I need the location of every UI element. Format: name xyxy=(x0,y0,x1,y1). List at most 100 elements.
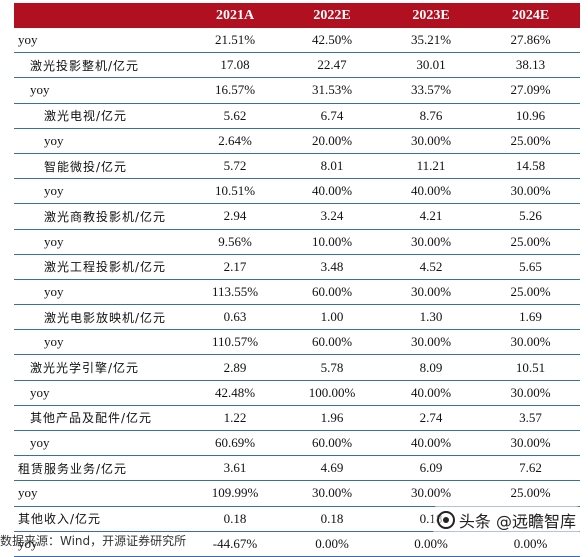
value-cell: 10.51 xyxy=(515,359,546,375)
value-cell: 42.48% xyxy=(214,384,256,400)
table-row: 激光光学引擎/亿元 2.89 5.78 8.09 10.51 xyxy=(14,355,580,381)
value-cell: 30.01 xyxy=(416,57,446,73)
value-cell: 1.22 xyxy=(223,409,247,425)
value-cell: 110.57% xyxy=(211,334,259,350)
table-header: 2021A 2022E 2023E 2024E xyxy=(14,3,580,28)
header-cell-2024e: 2024E xyxy=(511,7,550,23)
value-cell: 40.00% xyxy=(410,384,452,400)
value-cell: 109.99% xyxy=(211,485,259,501)
row-label: yoy xyxy=(30,384,50,400)
value-cell: 3.48 xyxy=(320,258,344,274)
value-cell: 30.00% xyxy=(311,485,353,501)
row-label: 激光投影整机/亿元 xyxy=(30,58,140,73)
value-cell: 0.18 xyxy=(320,510,344,526)
value-cell: 27.86% xyxy=(510,32,551,48)
value-cell: 22.47 xyxy=(317,57,347,73)
value-cell: 100.00% xyxy=(308,384,356,400)
value-cell: 60.00% xyxy=(311,435,353,451)
value-cell: 8.09 xyxy=(419,359,443,375)
value-cell: 31.53% xyxy=(311,82,353,98)
row-label: yoy xyxy=(44,334,64,350)
value-cell: 113.55% xyxy=(211,283,259,299)
value-cell: 4.69 xyxy=(320,460,344,476)
value-cell: 1.00 xyxy=(320,309,344,325)
row-label: yoy xyxy=(30,82,50,98)
row-label: 其他产品及配件/亿元 xyxy=(30,411,153,426)
table-body: yoy 21.51% 42.50% 35.21% 27.86% 激光投影整机/亿元 17.0… xyxy=(14,28,580,557)
value-cell: 40.00% xyxy=(410,183,452,199)
value-cell: 30.00% xyxy=(510,334,551,350)
row-label: 智能微投/亿元 xyxy=(44,159,128,174)
value-cell: 2.94 xyxy=(223,208,247,224)
value-cell: 25.00% xyxy=(510,233,551,249)
value-cell: 9.56% xyxy=(218,233,252,249)
value-cell: 30.00% xyxy=(510,183,551,199)
value-cell: 4.21 xyxy=(419,208,443,224)
value-cell: 30.00% xyxy=(410,283,452,299)
value-cell: 60.00% xyxy=(311,334,353,350)
table-row: yoy 113.55% 60.00% 30.00% 25.00% xyxy=(14,280,580,306)
value-cell: 40.00% xyxy=(311,183,353,199)
value-cell: 14.58 xyxy=(515,158,546,174)
value-cell: 33.57% xyxy=(410,82,452,98)
value-cell: 4.52 xyxy=(419,258,443,274)
value-cell: 30.00% xyxy=(410,334,452,350)
source-note: 数据来源：Wind，开源证券研究所 xyxy=(0,534,187,548)
value-cell: 20.00% xyxy=(311,132,353,148)
value-cell: 5.26 xyxy=(519,208,542,224)
row-label: 激光商教投影机/亿元 xyxy=(44,209,167,224)
value-cell: 0.00% xyxy=(414,535,448,551)
value-cell: 7.62 xyxy=(519,460,542,476)
value-cell: 2.64% xyxy=(218,132,252,148)
value-cell: 21.51% xyxy=(214,32,256,48)
table-row: yoy 16.57% 31.53% 33.57% 27.09% xyxy=(14,78,580,104)
watermark-text: 头条 @远瞻智库 xyxy=(458,512,576,531)
table-row: 激光投影整机/亿元 17.08 22.47 30.01 38.13 xyxy=(14,53,580,79)
value-cell: 2.74 xyxy=(419,409,443,425)
forecast-table: 2021A 2022E 2023E 2024E yoy 21.51% 42.50% 3… xyxy=(14,3,580,557)
value-cell: 30.00% xyxy=(410,132,452,148)
value-cell: 60.00% xyxy=(311,283,353,299)
table-row: yoy 21.51% 42.50% 35.21% 27.86% xyxy=(14,28,580,54)
table-row: 租赁服务业务/亿元 3.61 4.69 6.09 7.62 xyxy=(14,456,580,482)
value-cell: 17.08 xyxy=(220,57,250,73)
row-label: yoy xyxy=(18,32,38,48)
value-cell: 16.57% xyxy=(214,82,256,98)
table-row: yoy 42.48% 100.00% 40.00% 30.00% xyxy=(14,381,580,406)
value-cell: -44.67% xyxy=(212,535,258,551)
value-cell: 40.00% xyxy=(410,435,452,451)
value-cell: 11.21 xyxy=(416,158,446,174)
camera-icon xyxy=(436,511,455,529)
value-cell: 30.00% xyxy=(510,435,551,451)
table-row: yoy 60.69% 60.00% 40.00% 30.00% xyxy=(14,431,580,457)
header-cell-2022e: 2022E xyxy=(313,7,351,23)
value-cell: 30.00% xyxy=(410,233,452,249)
value-cell: 1.69 xyxy=(519,309,542,325)
value-cell: 3.57 xyxy=(519,409,542,425)
row-label: 激光电影放映机/亿元 xyxy=(44,310,167,325)
value-cell: 5.72 xyxy=(223,158,247,174)
value-cell: 3.61 xyxy=(223,460,247,476)
value-cell: 5.62 xyxy=(223,107,247,123)
table-row: yoy 9.56% 10.00% 30.00% 25.00% xyxy=(14,230,580,255)
value-cell: 0.63 xyxy=(223,309,247,325)
value-cell: 30.00% xyxy=(510,384,551,400)
table-row: 其他收入/亿元0.180.180.180.18 xyxy=(14,507,580,532)
row-label: yoy xyxy=(44,283,64,299)
table-row: 其他产品及配件/亿元 1.22 1.96 2.74 3.57 xyxy=(14,406,580,431)
header-cell-2021a: 2021A xyxy=(215,7,255,23)
value-cell: 8.01 xyxy=(320,158,344,174)
value-cell: 0.00% xyxy=(315,535,349,551)
table-row: yoy 110.57% 60.00% 30.00% 30.00% xyxy=(14,330,580,356)
value-cell: 30.00% xyxy=(410,485,452,501)
value-cell: 0.00% xyxy=(513,535,548,551)
value-cell: 10.96 xyxy=(515,107,546,123)
value-cell: 1.96 xyxy=(320,409,344,425)
table-row: 激光工程投影机/亿元 2.17 3.48 4.52 5.65 xyxy=(14,255,580,280)
row-label: yoy xyxy=(18,485,38,501)
value-cell: 1.30 xyxy=(419,309,443,325)
row-label: 租赁服务业务/亿元 xyxy=(18,461,128,476)
value-cell: 25.00% xyxy=(510,283,551,299)
value-cell: 2.89 xyxy=(223,359,247,375)
header-cell-2023e: 2023E xyxy=(412,7,450,23)
